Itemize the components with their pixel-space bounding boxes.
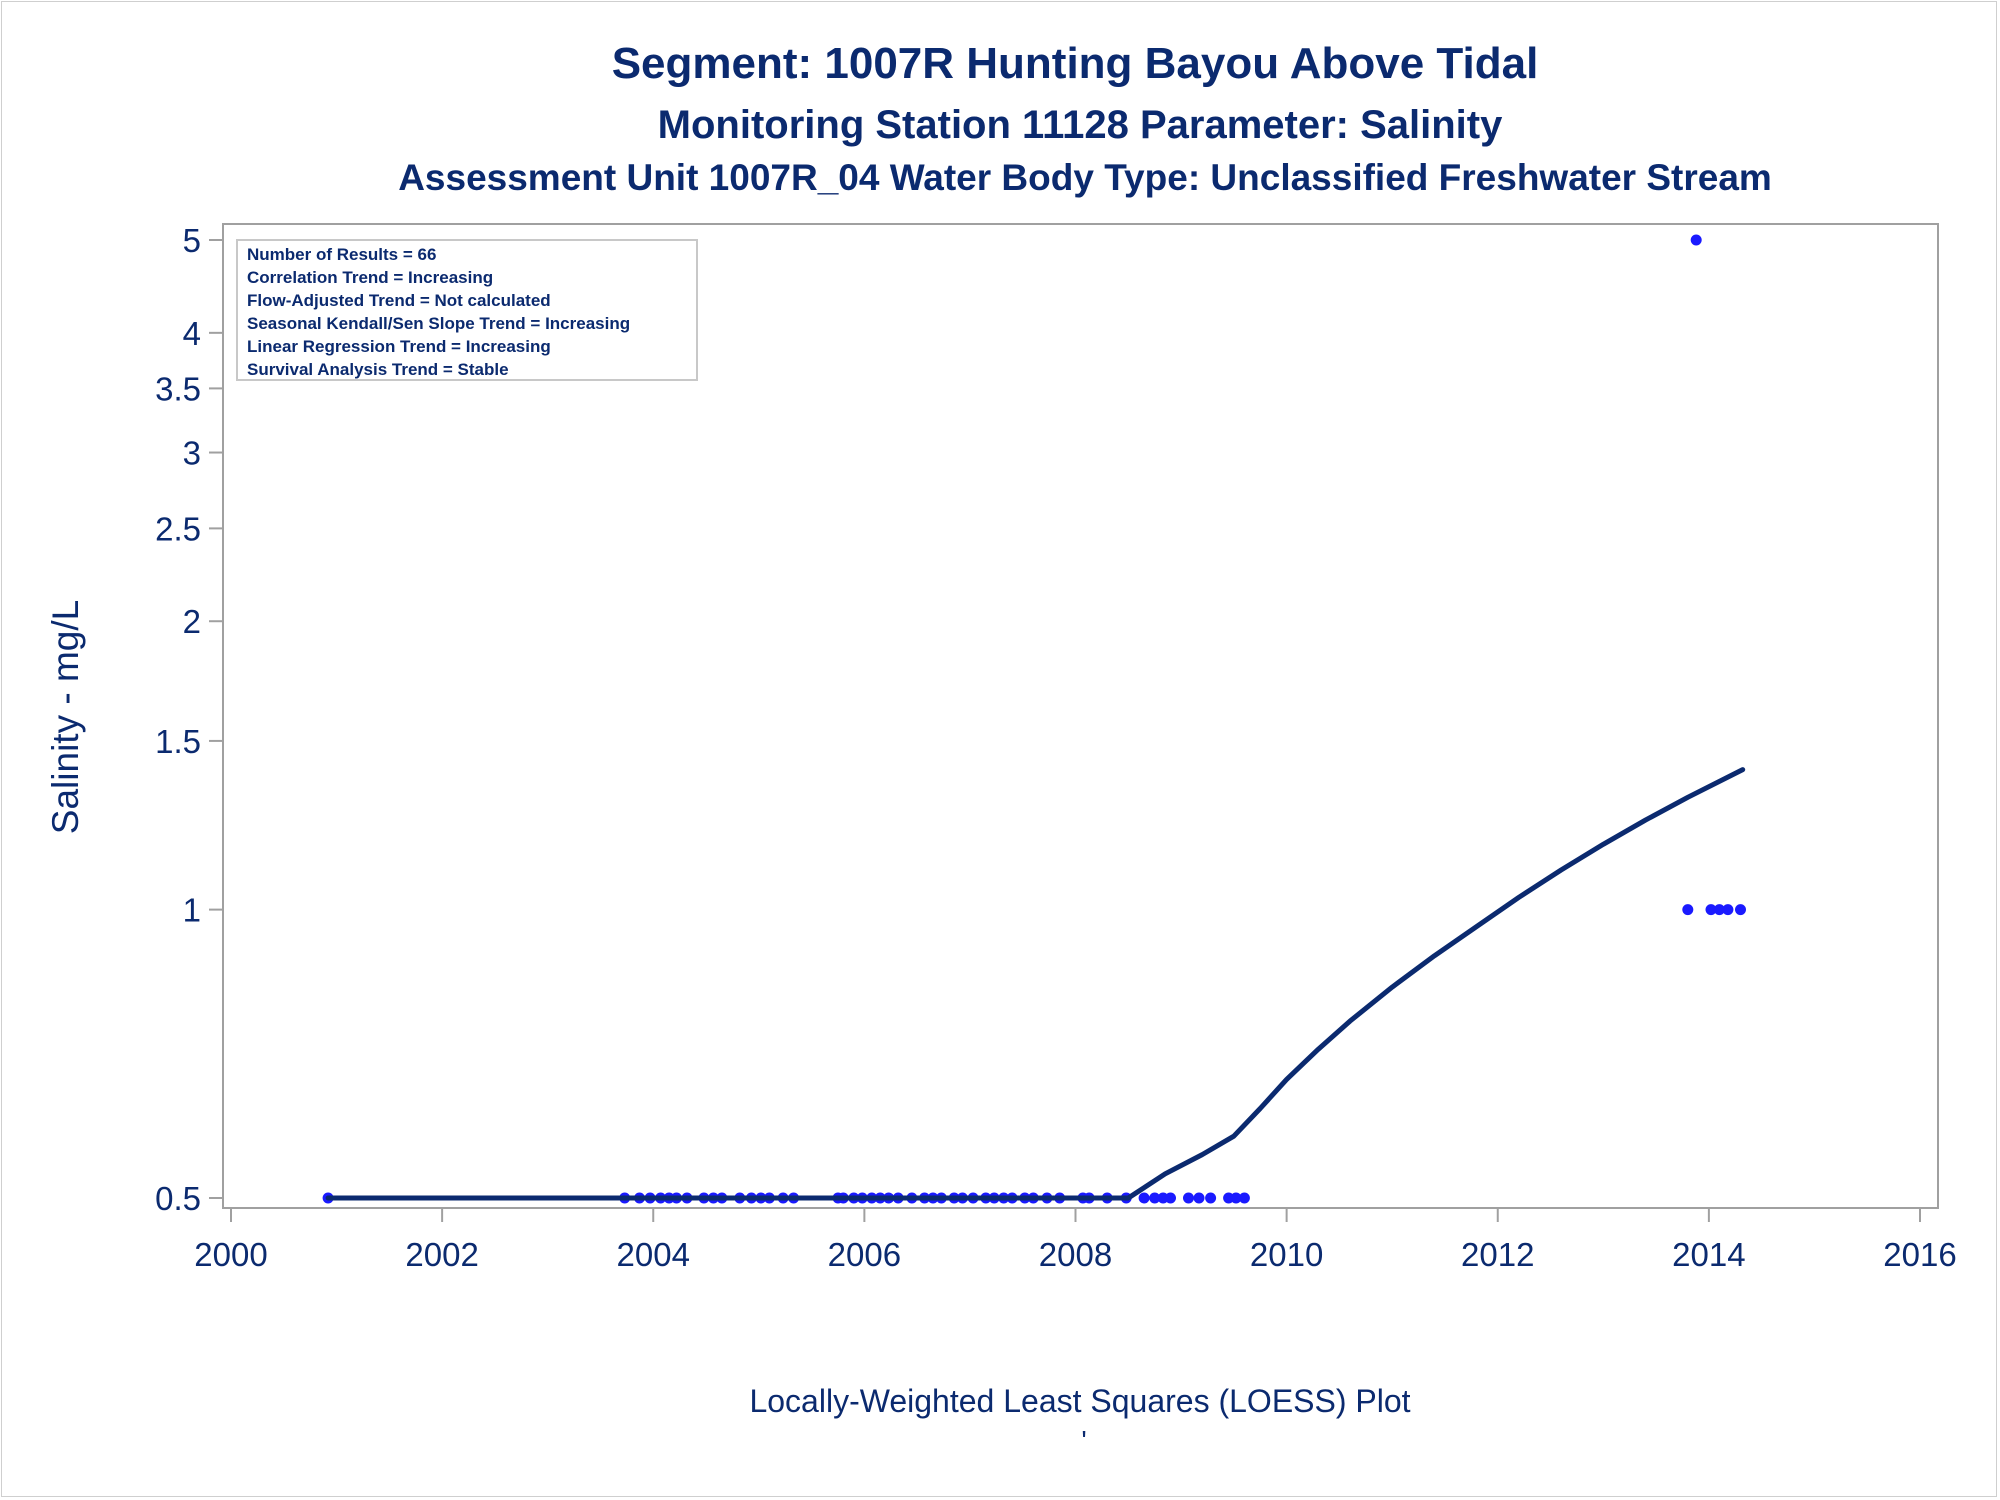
loess-line <box>325 767 1746 1201</box>
data-point <box>1705 904 1717 916</box>
series-layer <box>322 234 1746 1204</box>
data-point <box>1183 1192 1194 1204</box>
x-tick-label: 2008 <box>1039 1236 1112 1273</box>
stats-line: Correlation Trend = Increasing <box>247 268 493 287</box>
x-tick-label: 2014 <box>1672 1236 1745 1273</box>
y-axis: 0.5 1 1.5 2 2.5 3 3.5 4 5 <box>155 222 224 1217</box>
data-point <box>1149 1192 1161 1204</box>
data-point <box>1230 1192 1242 1204</box>
data-point <box>1713 904 1725 916</box>
x-tick-label: 2004 <box>617 1236 690 1273</box>
y-tick-label: 5 <box>183 222 201 259</box>
x-axis-title: Locally-Weighted Least Squares (LOESS) P… <box>749 1383 1410 1419</box>
x-tick-label: 2002 <box>405 1236 478 1273</box>
data-point <box>1682 904 1694 916</box>
data-point <box>1205 1192 1217 1204</box>
y-tick-label: 1 <box>183 892 201 929</box>
stats-line: Survival Analysis Trend = Stable <box>247 360 509 379</box>
x-tick-label: 2010 <box>1250 1236 1323 1273</box>
stats-line: Number of Results = 66 <box>247 245 436 264</box>
x-tick-label: 2016 <box>1883 1236 1956 1273</box>
y-tick-label: 3.5 <box>155 370 201 407</box>
data-point <box>1690 234 1702 246</box>
x-tick-label: 2000 <box>194 1236 267 1273</box>
y-tick-label: 1.5 <box>155 723 201 760</box>
chart-title: Segment: 1007R Hunting Bayou Above Tidal <box>612 39 1539 88</box>
stats-box-border <box>236 239 698 381</box>
chart-subtitle: Monitoring Station 11128 Parameter: Sali… <box>658 103 1503 147</box>
y-tick-label: 4 <box>183 315 201 352</box>
stats-line: Linear Regression Trend = Increasing <box>247 337 551 356</box>
data-point <box>1735 904 1746 916</box>
x-tick-label: 2006 <box>828 1236 901 1273</box>
data-point <box>1193 1192 1205 1204</box>
chart-subtitle-2: Assessment Unit 1007R_04 Water Body Type… <box>398 157 1772 198</box>
stats-line: Flow-Adjusted Trend = Not calculated <box>247 291 551 310</box>
y-axis-title: Salinity - mg/L <box>45 600 86 834</box>
data-point <box>1238 1192 1250 1204</box>
y-tick-label: 0.5 <box>155 1180 201 1217</box>
data-point <box>1722 904 1734 916</box>
x-axis: 2000 2002 2004 2006 2008 2010 2012 2014 2016 <box>194 1208 1957 1273</box>
stats-box: Number of Results = 66 Correlation Trend… <box>236 239 698 381</box>
data-point <box>1138 1192 1150 1204</box>
data-point <box>1165 1192 1176 1204</box>
stats-line: Seasonal Kendall/Sen Slope Trend = Incre… <box>247 314 630 333</box>
footnote-mark: ' <box>1081 1425 1086 1456</box>
y-tick-label: 2 <box>183 603 201 640</box>
y-tick-label: 2.5 <box>155 510 201 547</box>
x-tick-label: 2012 <box>1461 1236 1534 1273</box>
y-tick-label: 3 <box>183 435 201 472</box>
